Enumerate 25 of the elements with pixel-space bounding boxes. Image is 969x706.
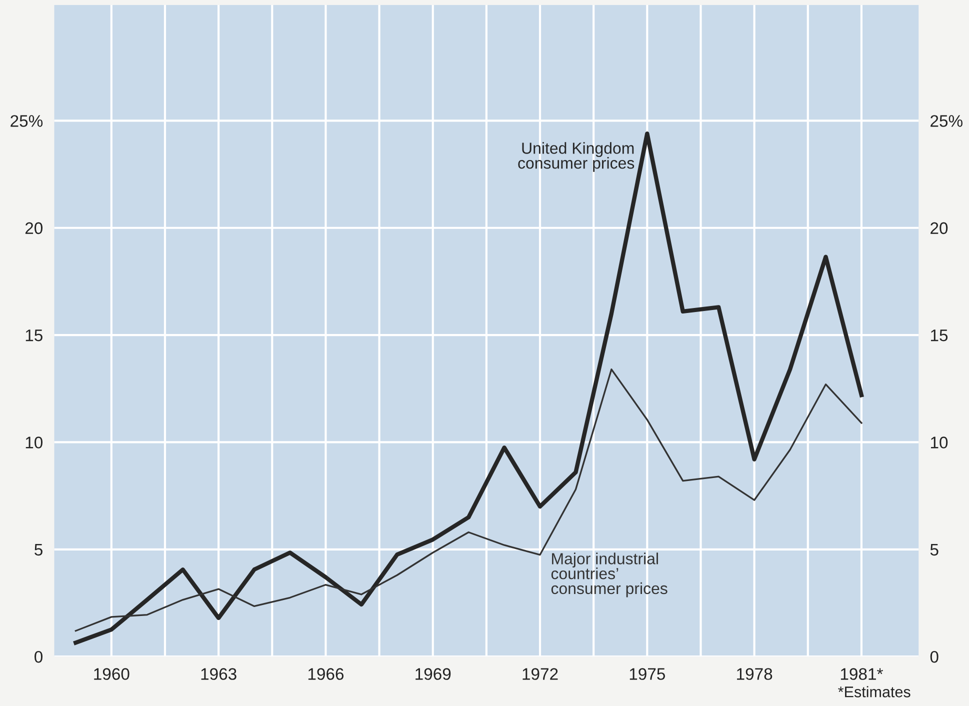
y2-tick-label: 25% — [930, 115, 962, 127]
line-series — [74, 131, 864, 645]
y2-tick-label: 20 — [930, 222, 948, 234]
y-tick-label: 20 — [25, 222, 43, 234]
y-tick-label: 15 — [26, 330, 42, 342]
x-tick-label: 1975 — [630, 668, 666, 680]
y2-tick-label: 10 — [930, 436, 948, 448]
x-tick-label: 1969 — [416, 668, 451, 680]
x-tick-label: 1978 — [737, 668, 772, 680]
text: *Estimates — [838, 686, 910, 698]
x-tick-label: 1966 — [308, 668, 344, 680]
line-series — [74, 368, 862, 632]
y-tick-label: 10 — [26, 436, 43, 448]
series-label: United Kingdom consumer prices — [518, 142, 634, 172]
x-tick-label: 1972 — [522, 668, 558, 680]
y2-tick-label: 5 — [930, 544, 938, 556]
x-tick-label: 1963 — [201, 668, 236, 680]
y-tick-label: 0 — [34, 650, 42, 663]
series-label: Major industrial countries’ consumer prices — [551, 552, 668, 598]
y-tick-label: 25% — [10, 115, 43, 127]
y2-tick-label: 15 — [930, 330, 948, 342]
x-tick-label: 1960 — [94, 668, 130, 680]
y2-tick-label: 0 — [930, 650, 938, 663]
x-tick-label: 1981* — [840, 668, 883, 680]
y-tick-label: 5 — [34, 544, 42, 556]
